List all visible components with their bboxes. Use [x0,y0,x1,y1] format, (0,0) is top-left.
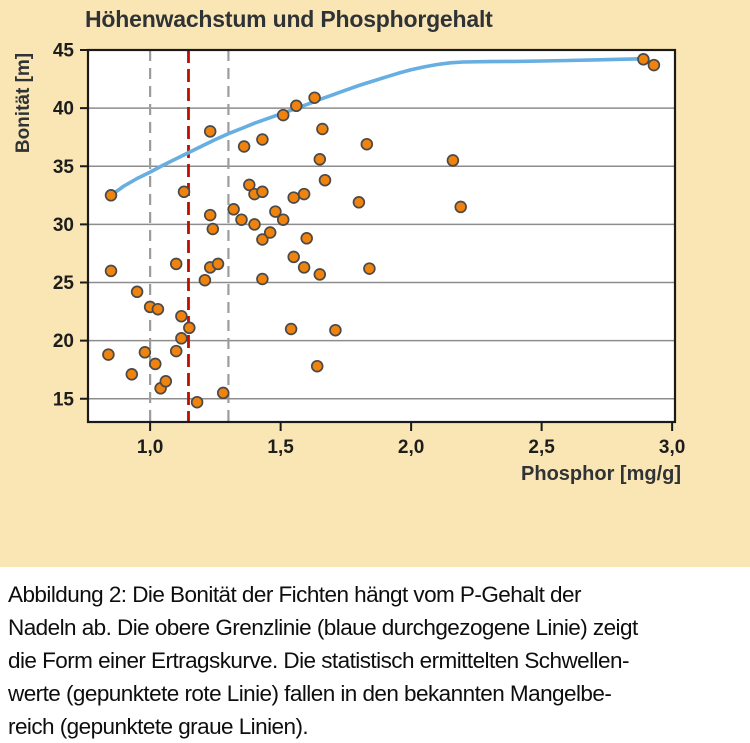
scatter-point [175,332,188,345]
scatter-point [290,99,303,113]
scatter-point [316,122,329,136]
chart-title: Höhenwachstum und Phosphorgehalt [85,6,493,32]
scatter-point [300,232,313,245]
scatter-point [102,348,115,361]
scatter-point [138,346,152,359]
scatter-point [183,321,196,335]
scatter-point [329,323,342,337]
scatter-point [446,154,460,167]
scatter-point [243,178,256,192]
scatter-point [169,257,183,271]
scatter-point [360,137,374,151]
scatter-point [130,285,144,299]
figure-caption: Abbildung 2: Die Bonität der Fichten hän… [0,567,750,742]
scatter-point [237,140,251,153]
scatter-point [276,108,290,122]
x-axis-label: Phosphor [mg/g] [521,463,681,485]
envelope-curve [109,56,646,198]
scatter-point [125,368,139,381]
scatter-point [206,222,220,236]
y-tick-label: 35 [53,157,75,178]
scatter-point [637,53,650,66]
scatter-point [104,264,118,278]
scatter-point [216,386,230,400]
scatter-point [269,205,282,218]
figure-panel: Höhenwachstum und Phosphorgehalt Bonität… [0,0,750,567]
scatter-point [175,309,188,323]
scatter-point [318,173,332,187]
y-tick-label: 20 [53,331,74,352]
scatter-point [313,268,327,281]
scatter-point [284,322,298,336]
scatter-point [297,187,311,201]
scatter-point [256,185,269,199]
chart-svg: 15 20 25 30 35 40 45 1,0 1,5 2,0 2,5 3,0 [53,41,685,459]
scatter-point [454,200,467,214]
caption-line: Abbildung 2: Die Bonität der Fichten hän… [8,582,581,607]
y-tick-label: 45 [53,41,75,62]
y-tick-label: 30 [53,215,74,236]
scatter-point [297,261,311,274]
scatter-point [203,208,217,222]
y-tick-label: 40 [53,99,74,120]
scatter-point [256,233,269,246]
scatter-point [313,153,327,166]
x-tick-label: 1,5 [267,437,294,458]
caption-line: die Form einer Ertragskurve. Die statist… [8,648,629,673]
x-tick-label: 3,0 [659,437,685,458]
scatter-point [308,91,321,104]
scatter-point [647,58,661,72]
scatter-point [177,185,191,199]
plot-border [86,48,677,424]
scatter-point [227,203,240,216]
scatter-point [352,196,366,209]
scatter-point [169,344,183,358]
scatter-point [363,262,376,275]
scatter-point [276,213,290,226]
scatter-point [256,272,269,286]
scatter-point [151,302,165,316]
scatter-point [287,250,300,264]
scatter-point [198,273,212,287]
scatter-point [211,257,225,271]
x-tick-label: 2,0 [398,437,424,458]
x-tick-label: 1,0 [137,437,163,458]
scatter-point [149,357,162,371]
scatter-point [203,125,217,138]
scatter-point [235,213,248,226]
x-tick-label: 2,5 [528,437,555,458]
plot-area [88,50,675,422]
scatter-point [190,395,204,409]
y-tick-label: 25 [53,273,75,294]
y-tick-label: 15 [53,389,75,410]
scatter-point [287,191,300,204]
caption-line: Nadeln ab. Die obere Grenzlinie (blaue d… [8,615,638,640]
scatter-point [104,189,118,202]
caption-line: reich (gepunktete graue Linien). [8,714,309,739]
scatter-point [159,375,173,388]
scatter-point [263,226,277,239]
scatter-point [248,218,261,231]
caption-line: werte (gepunktete rote Linie) fallen in … [8,681,612,706]
scatter-point [310,359,324,373]
scatter-point [256,133,269,146]
